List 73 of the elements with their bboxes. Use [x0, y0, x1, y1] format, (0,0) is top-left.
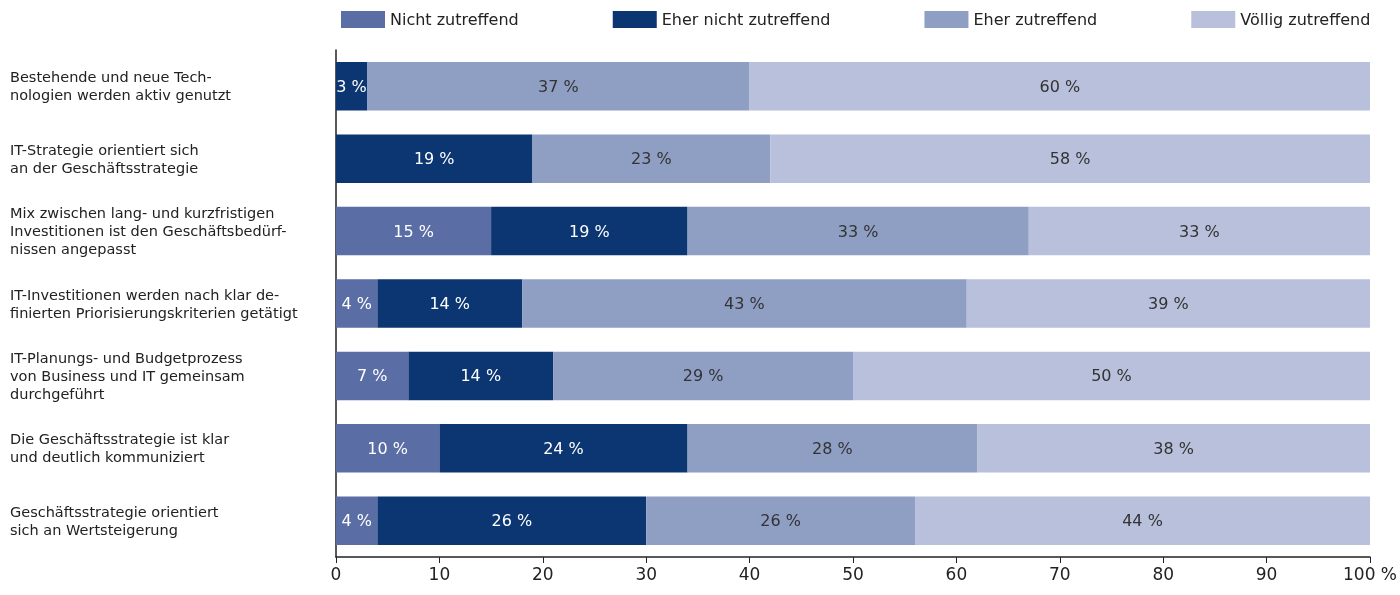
legend-label: Eher nicht zutreffend: [661, 10, 831, 29]
x-tick-label: 90: [1255, 563, 1278, 584]
bar: [367, 61, 750, 111]
data-label: 37 %: [537, 76, 579, 96]
data-label: 28 %: [811, 438, 853, 458]
bar: [522, 279, 967, 328]
bar: [377, 496, 647, 546]
y-tick-label: IT-Strategie orientiert sich an der Geschäftsstrategie: [10, 141, 199, 176]
bar: [915, 496, 1370, 546]
data-label: 24 %: [543, 438, 584, 458]
bar: [646, 496, 916, 546]
bar: [749, 61, 1370, 111]
bar: [687, 424, 978, 473]
data-label: 19 %: [413, 149, 455, 169]
bar: [377, 279, 523, 328]
bar: [336, 206, 492, 256]
data-label: 33 %: [1179, 221, 1220, 241]
bar: [408, 351, 554, 401]
data-label: 7 %: [356, 366, 388, 386]
bar: [853, 351, 1370, 401]
data-label: 4 %: [341, 511, 372, 531]
data-label: 4 %: [341, 294, 372, 313]
data-label: 23 %: [631, 149, 672, 169]
data-label: 19 %: [569, 221, 610, 241]
data-label: 38 %: [1153, 438, 1194, 458]
bar: [491, 206, 688, 256]
bar: [336, 351, 409, 401]
data-label: 60 %: [1039, 76, 1081, 96]
bar: [966, 279, 1370, 328]
data-label: 15 %: [393, 221, 434, 241]
x-tick-label: 10: [428, 563, 451, 584]
data-label: 3 %: [336, 76, 367, 96]
x-tick-label: 40: [738, 563, 761, 584]
bar: [977, 424, 1370, 473]
legend-label: Nicht zutreffend: [390, 10, 519, 29]
bar: [336, 424, 440, 473]
bar: [770, 134, 1370, 183]
y-tick-label: Bestehende und neue Tech- nologien werden aktiv genutzt: [10, 69, 232, 104]
data-label: 43 %: [724, 294, 765, 313]
bar: [336, 496, 378, 546]
bar: [336, 279, 378, 328]
bar: [687, 206, 1029, 256]
y-tick-label: IT-Planungs- und Budgetprozess von Business und IT gemeinsam durchgeführt: [10, 349, 245, 402]
x-tick-label: 30: [635, 563, 658, 584]
data-label: 39 %: [1148, 294, 1189, 313]
bar: [1028, 206, 1370, 256]
x-tick-label: 60: [945, 563, 968, 584]
x-tick-label: 20: [531, 563, 554, 584]
data-label: 44 %: [1122, 511, 1163, 531]
data-label: 29 %: [682, 366, 724, 386]
x-tick-label: 0: [330, 563, 342, 584]
x-tick-label: 50: [842, 563, 864, 584]
y-tick-label: Die Geschäftsstrategie ist klar und deutlich kommuniziert: [10, 431, 230, 466]
bar: [336, 134, 533, 183]
data-label: 26 %: [760, 511, 801, 531]
data-label: 33 %: [837, 221, 879, 241]
bar: [439, 424, 688, 473]
data-label: 10 %: [367, 438, 409, 458]
legend-label: Völlig zutreffend: [1240, 10, 1371, 29]
y-tick-label: IT-Investitionen werden nach klar de- finierten Priorisierungskriterien getätigt: [10, 286, 298, 321]
legend-label: Eher zutreffend: [973, 10, 1098, 29]
y-tick-label: Mix zwischen lang- und kurzfristigen Investitionen ist den Geschäftsbedürf- nissen angepasst: [10, 205, 287, 258]
data-label: 58 %: [1049, 149, 1091, 169]
y-tick-label: Geschäftsstrategie orientiert sich an Wertsteigerung: [10, 503, 219, 538]
x-tick-label: 80: [1152, 563, 1175, 584]
data-label: 50 %: [1091, 366, 1132, 386]
bar: [532, 134, 771, 183]
data-label: 14 %: [460, 366, 502, 386]
x-tick-label: 100 %: [1342, 563, 1398, 584]
x-tick-label: 70: [1048, 563, 1071, 584]
bar: [553, 351, 853, 401]
data-label: 26 %: [491, 511, 533, 531]
data-label: 14 %: [429, 294, 471, 313]
